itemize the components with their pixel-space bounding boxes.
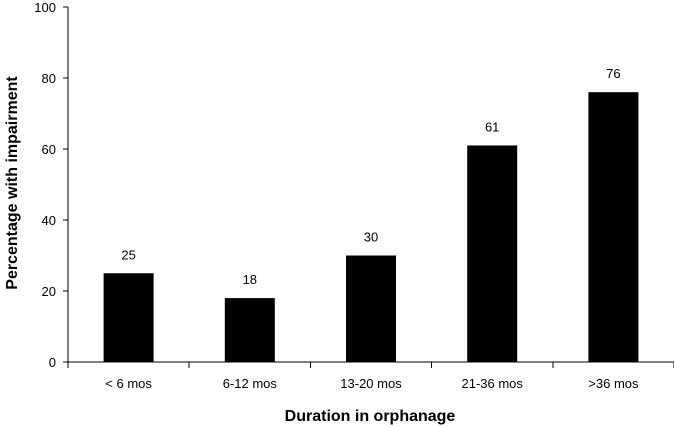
y-tick-label: 0	[49, 355, 56, 370]
bar-value-label: 76	[606, 66, 620, 81]
data-labels: 25 18 30 61 76	[121, 66, 620, 287]
bar-value-label: 30	[364, 230, 378, 245]
y-tick-label: 100	[34, 0, 56, 15]
bar-value-label: 18	[243, 272, 257, 287]
y-tick-label: 80	[42, 71, 56, 86]
x-axis: < 6 mos 6-12 mos 13-20 mos 21-36 mos >36 mos	[67, 361, 674, 391]
bar-value-label: 61	[485, 119, 499, 134]
bar-value-label: 25	[121, 247, 135, 262]
bar	[346, 255, 396, 362]
x-axis-title: Duration in orphanage	[285, 408, 456, 425]
y-tick-label: 60	[42, 142, 56, 157]
bars	[103, 92, 639, 362]
bar	[224, 298, 275, 362]
y-tick-label: 40	[42, 213, 56, 228]
y-axis-title: Percentage with impairment	[4, 76, 21, 290]
x-tick-label: < 6 mos	[105, 376, 152, 391]
x-tick-label: 21-36 mos	[461, 376, 523, 391]
bar	[467, 145, 518, 362]
y-axis: 0 20 40 60 80 100	[34, 0, 69, 370]
bar	[103, 273, 154, 362]
x-tick-label: >36 mos	[588, 376, 639, 391]
x-tick-label: 13-20 mos	[340, 376, 402, 391]
x-tick-label: 6-12 mos	[223, 376, 278, 391]
bar	[588, 92, 639, 362]
y-tick-label: 20	[42, 284, 56, 299]
